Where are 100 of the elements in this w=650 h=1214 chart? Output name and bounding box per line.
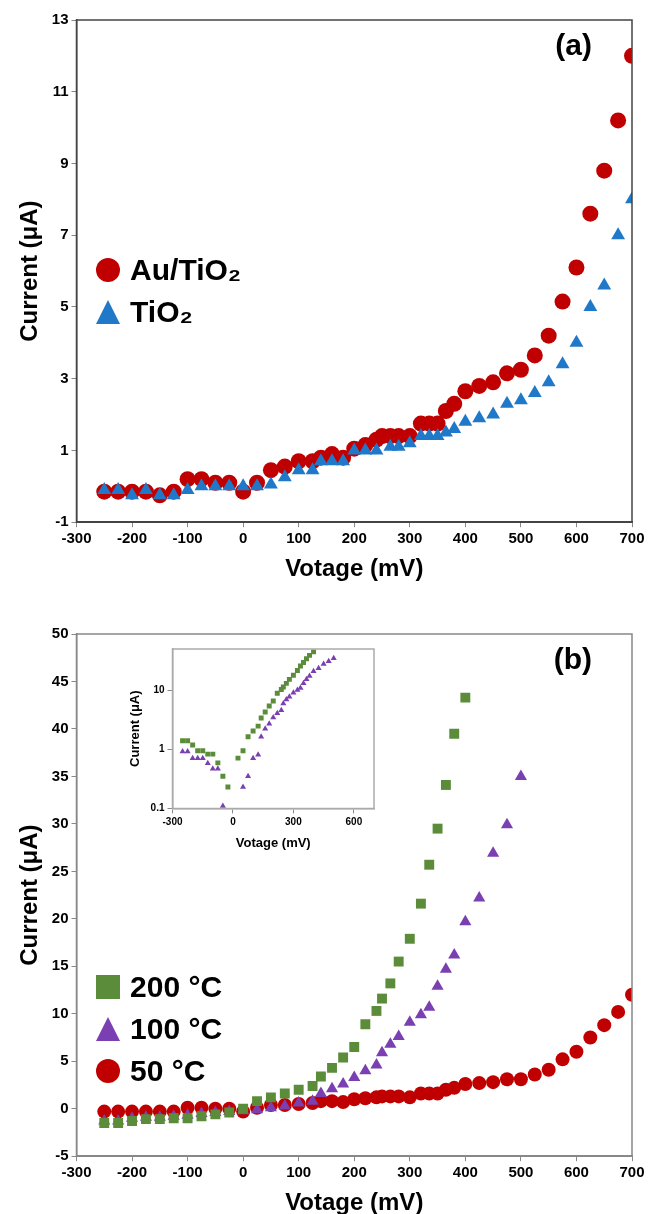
y-tick-label: 30 xyxy=(51,814,69,832)
y-tick-label: 25 xyxy=(51,861,69,879)
x-tick-label: -300 xyxy=(162,816,183,828)
x-tick-label: 0 xyxy=(238,1163,248,1181)
point xyxy=(457,383,474,400)
x-tick-label: 100 xyxy=(286,529,312,547)
point xyxy=(610,112,627,129)
point xyxy=(526,347,543,364)
point xyxy=(440,780,451,790)
point xyxy=(196,1111,207,1122)
x-tick-label: 700 xyxy=(619,1163,645,1181)
x-tick-label: 600 xyxy=(345,816,363,828)
point xyxy=(182,1113,193,1124)
point xyxy=(541,374,556,387)
y-tick-label: 10 xyxy=(153,684,165,696)
point xyxy=(125,487,139,500)
point xyxy=(301,660,306,666)
x-tick-label: 600 xyxy=(563,529,589,547)
point xyxy=(286,676,292,682)
point xyxy=(330,654,337,660)
point xyxy=(280,699,287,706)
x-tick-label: -100 xyxy=(172,1163,203,1181)
point xyxy=(210,751,216,757)
point xyxy=(208,478,223,491)
point xyxy=(320,660,327,666)
point xyxy=(258,715,264,721)
point xyxy=(266,703,272,709)
point xyxy=(371,1005,382,1016)
point xyxy=(306,1094,319,1105)
x-tick-label: -200 xyxy=(117,1163,148,1181)
y-tick-label: 50 xyxy=(51,624,69,642)
point xyxy=(583,298,598,311)
point xyxy=(415,898,426,909)
x-axis-title: Votage (mV) xyxy=(285,554,424,582)
point xyxy=(291,462,306,475)
point xyxy=(189,754,196,760)
point xyxy=(554,293,571,310)
point xyxy=(215,760,221,766)
x-tick-label: 400 xyxy=(452,529,478,547)
point xyxy=(597,1018,612,1033)
y-tick-label: 35 xyxy=(51,766,69,784)
point xyxy=(190,742,196,748)
x-tick-label: -100 xyxy=(172,529,203,547)
point xyxy=(262,462,279,479)
point xyxy=(393,956,404,967)
y-tick-label: 0 xyxy=(60,1098,69,1116)
y-axis-title: Current (μA) xyxy=(127,690,143,767)
point xyxy=(500,1072,515,1087)
legend-label: TiO₂ xyxy=(130,295,193,330)
point xyxy=(358,442,373,455)
point xyxy=(97,1104,112,1119)
point xyxy=(274,709,281,715)
point xyxy=(154,1114,165,1125)
point xyxy=(258,733,265,739)
point xyxy=(424,859,435,870)
point xyxy=(402,1090,417,1105)
point xyxy=(458,1077,473,1092)
point xyxy=(348,1070,361,1081)
point xyxy=(611,1004,626,1019)
point xyxy=(473,890,486,902)
point xyxy=(277,469,292,482)
y-tick-label: 5 xyxy=(60,1051,69,1069)
point xyxy=(111,481,126,494)
point xyxy=(225,784,231,790)
point xyxy=(555,356,570,369)
point xyxy=(240,783,247,789)
point xyxy=(487,846,500,857)
point xyxy=(385,978,396,989)
point xyxy=(370,1058,383,1069)
point xyxy=(582,205,599,222)
point xyxy=(185,738,191,744)
x-tick-label: 200 xyxy=(341,1163,367,1181)
point xyxy=(180,481,195,494)
point xyxy=(245,772,252,779)
point xyxy=(384,1037,397,1048)
point xyxy=(307,1080,318,1091)
point xyxy=(391,438,406,451)
y-axis-title: Current (μA) xyxy=(15,200,43,342)
point xyxy=(325,453,339,466)
point xyxy=(297,684,304,690)
point xyxy=(359,1063,372,1075)
point xyxy=(127,1116,137,1127)
x-tick-label: 0 xyxy=(230,816,237,828)
point xyxy=(199,754,206,760)
point xyxy=(500,395,514,408)
point xyxy=(325,657,332,664)
point xyxy=(294,668,300,673)
point xyxy=(195,748,201,754)
point xyxy=(307,652,312,658)
point xyxy=(338,1052,349,1063)
point xyxy=(99,1118,110,1128)
point xyxy=(540,327,557,344)
y-tick-label: 9 xyxy=(60,153,69,171)
point xyxy=(336,453,351,466)
point xyxy=(423,1000,436,1011)
point xyxy=(219,802,226,808)
point xyxy=(583,1030,598,1045)
point xyxy=(297,663,303,669)
legend-label: 200 °C xyxy=(130,970,223,1005)
point xyxy=(392,1029,405,1041)
